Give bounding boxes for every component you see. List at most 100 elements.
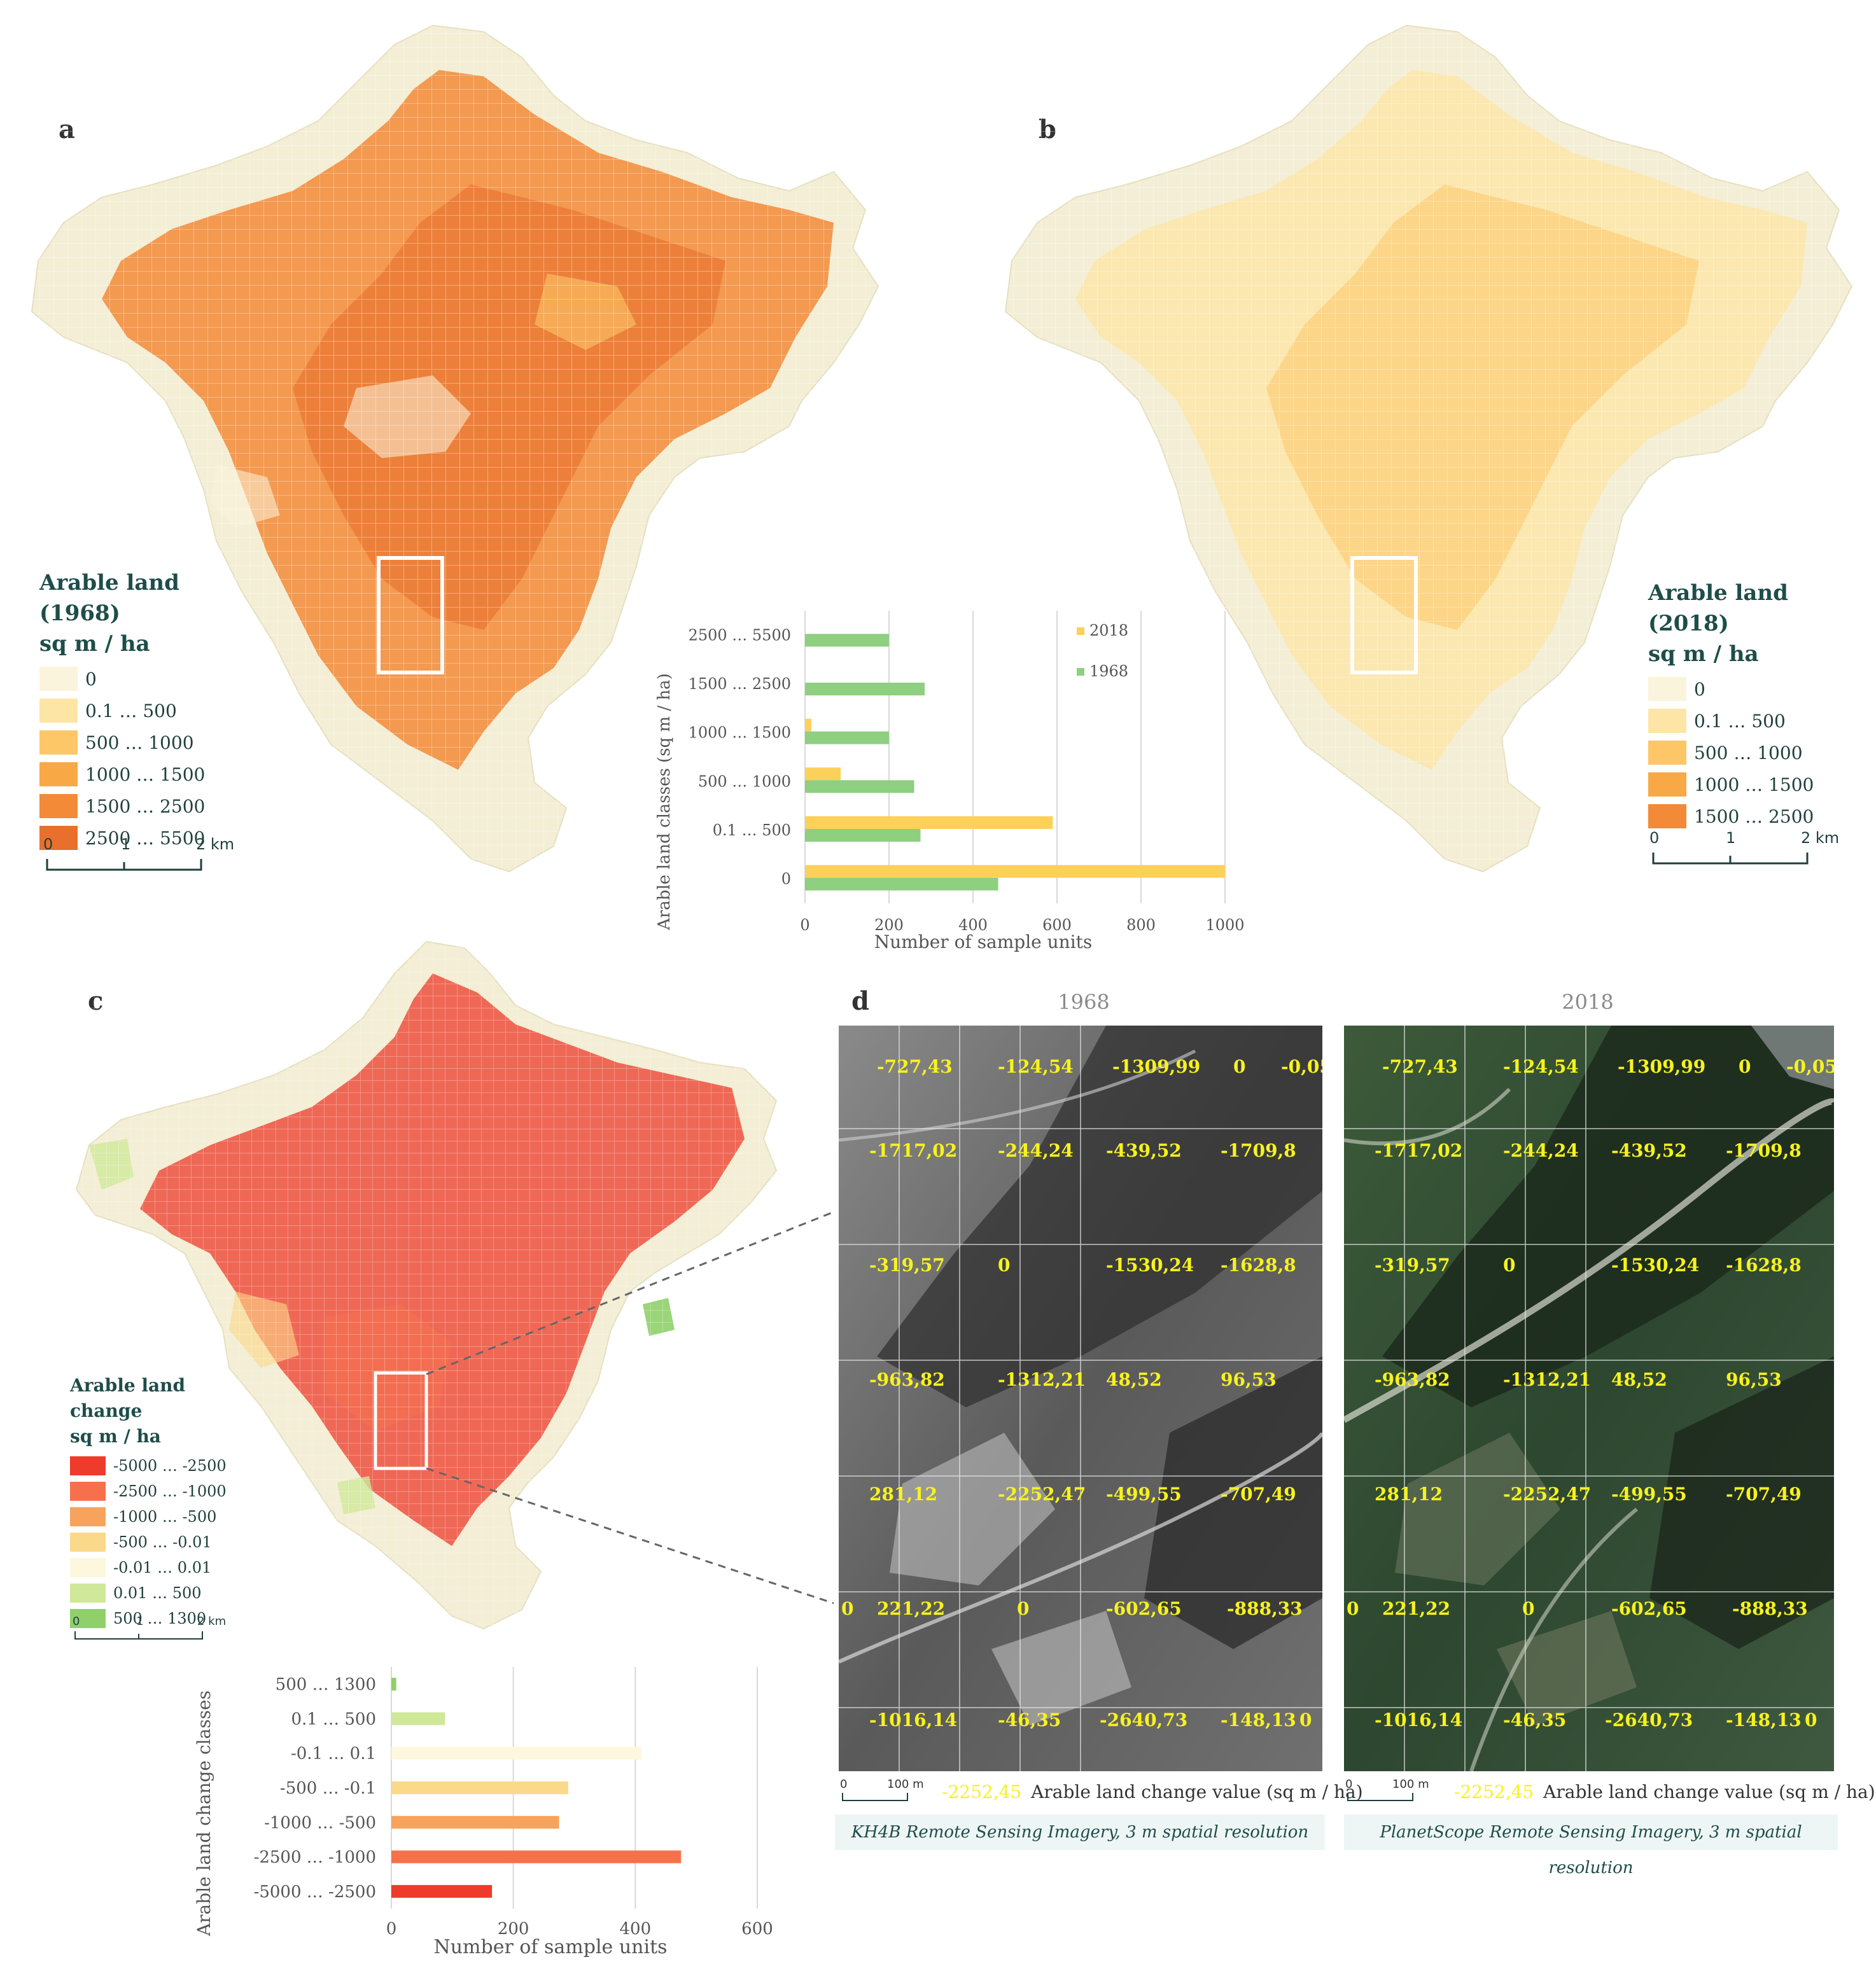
focus-box-a bbox=[377, 556, 444, 674]
legend-label: 0.01 … 500 bbox=[113, 1584, 202, 1602]
imagery-1968-legend: -2252,45 Arable land change value (sq m … bbox=[942, 1781, 1363, 1802]
img2018-cell-value: -727,43 bbox=[1382, 1056, 1458, 1077]
img2018-cell-value: 0 bbox=[1739, 1056, 1751, 1077]
map-a-1968 bbox=[25, 19, 904, 891]
legend-a-title: Arable land (1968) bbox=[39, 570, 179, 626]
img1968-cell-value: -1309,99 bbox=[1112, 1056, 1201, 1077]
legend-swatch bbox=[39, 730, 78, 755]
chart1-legend-2018: 2018 bbox=[1089, 622, 1128, 639]
img1968-cell-value: 0 bbox=[998, 1255, 1011, 1276]
chart1-legend-1968: 1968 bbox=[1089, 662, 1128, 680]
scale-c-tick-2: 2 km bbox=[197, 1615, 226, 1628]
img1968-cell-value: -963,82 bbox=[869, 1369, 945, 1390]
img1968-cell-value: -439,52 bbox=[1106, 1140, 1182, 1161]
img2018-cell-value: 0 bbox=[1522, 1598, 1535, 1619]
legend-item: -500 … -0.01 bbox=[70, 1529, 261, 1555]
chart1-bar-2018 bbox=[805, 865, 1225, 878]
img1968-cell-value: -602,65 bbox=[1106, 1598, 1182, 1619]
chart1-bar-2018 bbox=[805, 816, 1053, 829]
img1968-cell-value: -319,57 bbox=[869, 1255, 945, 1276]
legend-item: 500 … 1300 bbox=[70, 1606, 261, 1631]
scale-c-tick-1: 1 bbox=[136, 1615, 143, 1628]
scale-a-tick-1: 1 bbox=[121, 835, 130, 853]
legend-swatch bbox=[39, 699, 78, 723]
img1968-cell-value: -499,55 bbox=[1106, 1484, 1182, 1505]
legend-item: 1500 … 2500 bbox=[39, 790, 256, 822]
chart1-bar-2018 bbox=[805, 718, 811, 732]
legend-swatch bbox=[70, 1533, 106, 1552]
legend-label: 0 bbox=[1694, 678, 1705, 700]
legend-label: 0.1 … 500 bbox=[85, 700, 177, 721]
legend-b: Arable land (2018) sq m / ha 0 0.1 … 500 5… bbox=[1648, 578, 1865, 832]
img1968-cell-value: -0,05 bbox=[1281, 1056, 1322, 1077]
legend-swatch bbox=[39, 762, 78, 786]
img2018-cell-value: -1709,8 bbox=[1726, 1140, 1802, 1161]
chart2-ytick: 0.1 … 500 bbox=[291, 1710, 376, 1729]
chart2-ytick: -1000 … -500 bbox=[264, 1813, 376, 1832]
legend-label: -2500 … -1000 bbox=[113, 1482, 227, 1500]
img1968-cell-value: -707,49 bbox=[1221, 1484, 1296, 1505]
legend-item: 1500 … 2500 bbox=[1648, 800, 1865, 832]
scale-a-tick-2: 2 km bbox=[196, 835, 234, 853]
chart1-xtick: 1000 bbox=[1205, 916, 1244, 934]
chart1-bar-1968 bbox=[805, 829, 921, 842]
img1968-cell-value: -1709,8 bbox=[1221, 1140, 1296, 1161]
chart1-xtick: 400 bbox=[958, 916, 988, 934]
img1968-cell-value: -1717,02 bbox=[869, 1140, 958, 1161]
imagery-2018-title: 2018 bbox=[1562, 990, 1614, 1014]
img2018-cell-value: -1530,24 bbox=[1611, 1255, 1700, 1276]
chart1-xlabel: Number of sample units bbox=[874, 931, 1093, 952]
img2018-cell-value: -602,65 bbox=[1611, 1598, 1687, 1619]
chart2-xtick: 400 bbox=[620, 1919, 652, 1939]
imagery-2018-legend: -2252,45 Arable land change value (sq m … bbox=[1454, 1781, 1875, 1802]
img2018-cell-value: -124,54 bbox=[1503, 1056, 1579, 1077]
map-b-2018 bbox=[999, 19, 1876, 891]
chart2-bar bbox=[391, 1884, 493, 1898]
legend-a: Arable land (1968) sq m / ha 0 0.1 … 500 5… bbox=[39, 568, 256, 854]
chart2-ytick: -0.1 … 0.1 bbox=[291, 1745, 376, 1764]
chart1-ytick: 2500 … 5500 bbox=[689, 626, 791, 644]
chart-change-classes: 500 … 1300 0.1 … 500 -0.1 … 0.1 -500 … -0.1… bbox=[193, 1667, 773, 1958]
legend-item: 2500 … 5500 bbox=[39, 822, 256, 854]
img1968-cell-value: -148,13 bbox=[1221, 1710, 1296, 1731]
legend-item: 1000 … 1500 bbox=[1648, 769, 1865, 800]
imagery-1968-caption: KH4B Remote Sensing Imagery, 3 m spatial… bbox=[835, 1814, 1325, 1850]
img1968-cell-value: -1628,8 bbox=[1221, 1255, 1296, 1276]
map-c-change bbox=[70, 935, 789, 1641]
scale-bar-b: 0 1 2 km bbox=[1649, 829, 1839, 865]
chart1-ytick: 1000 … 1500 bbox=[689, 724, 791, 742]
img1968-cell-value: -244,24 bbox=[998, 1140, 1074, 1161]
legend-b-title: Arable land (2018) bbox=[1648, 580, 1788, 636]
legend-swatch bbox=[70, 1558, 106, 1577]
img2018-cell-value: -439,52 bbox=[1611, 1140, 1687, 1161]
chart2-bar bbox=[391, 1746, 641, 1760]
chart1-xtick: 200 bbox=[874, 916, 904, 934]
chart1-xtick: 0 bbox=[800, 916, 809, 934]
img1968-scale-1: 100 m bbox=[887, 1778, 924, 1791]
img1968-cell-value: 96,53 bbox=[1221, 1369, 1277, 1390]
scale-bar-c: 0 1 2 km bbox=[73, 1615, 226, 1640]
chart2-ytick: -2500 … -1000 bbox=[254, 1848, 376, 1867]
legend-swatch bbox=[1648, 772, 1686, 797]
chart1-ytick: 1500 … 2500 bbox=[689, 675, 791, 693]
legend-swatch bbox=[1648, 804, 1686, 828]
imagery-1968-scale: 0 100 m bbox=[840, 1778, 924, 1801]
focus-box-c bbox=[374, 1371, 428, 1470]
chart2-xlabel: Number of sample units bbox=[433, 1936, 667, 1958]
imagery-2018-scale: 0 100 m bbox=[1345, 1778, 1429, 1801]
legend-label: 1000 … 1500 bbox=[1694, 774, 1814, 795]
legend-label: 2500 … 5500 bbox=[85, 827, 206, 849]
legend-c-unit: sq m / ha bbox=[70, 1426, 161, 1447]
chart2-xtick: 600 bbox=[741, 1919, 773, 1939]
legend-swatch bbox=[70, 1609, 106, 1628]
legend-swatch bbox=[70, 1507, 106, 1526]
chart2-ytick: 500 … 1300 bbox=[276, 1675, 376, 1694]
imagery-1968: -727,43 -124,54 -1309,99 0 -0,05 -1717,02 -244… bbox=[839, 1026, 1322, 1771]
img2018-cell-value: -2640,73 bbox=[1605, 1710, 1693, 1731]
img2018-cell-value: -1016,14 bbox=[1375, 1710, 1463, 1731]
legend-swatch bbox=[70, 1456, 106, 1475]
chart2-ytick: -5000 … -2500 bbox=[254, 1883, 376, 1902]
legend-label: 500 … 1000 bbox=[85, 732, 194, 753]
legend-label: -1000 … -500 bbox=[113, 1508, 217, 1526]
chart2-bar bbox=[391, 1712, 445, 1725]
